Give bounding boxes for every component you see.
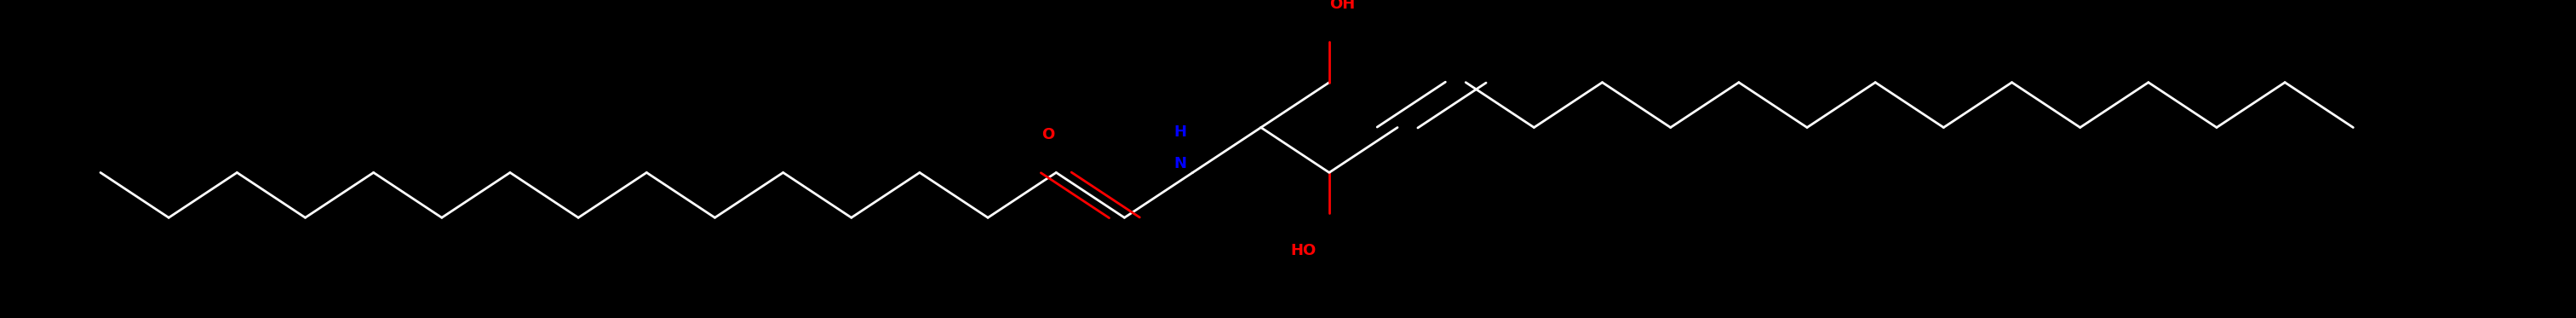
Text: N: N (1175, 156, 1185, 171)
Text: O: O (1041, 127, 1056, 142)
Text: HO: HO (1291, 243, 1316, 259)
Text: OH: OH (1329, 0, 1355, 12)
Text: H: H (1175, 124, 1185, 140)
